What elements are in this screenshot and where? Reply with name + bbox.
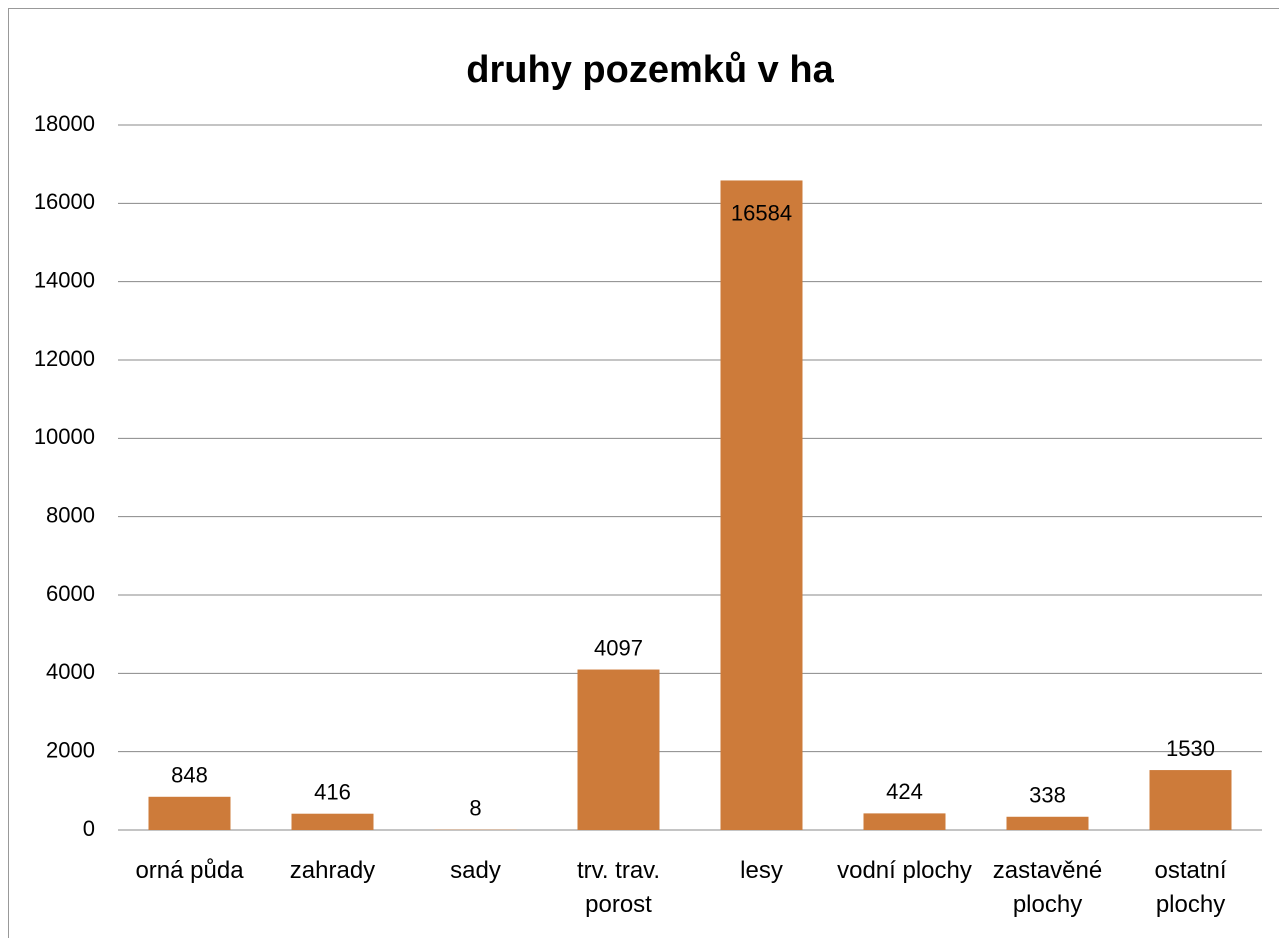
x-tick-label: sady: [450, 857, 501, 884]
chart-title: druhy pozemků v ha: [466, 49, 834, 91]
data-label: 16584: [731, 200, 792, 225]
data-label: 1530: [1166, 736, 1215, 761]
y-tick-label: 6000: [46, 581, 95, 606]
bar: [863, 813, 946, 830]
y-tick-label: 18000: [34, 111, 95, 136]
x-tick-label: zahrady: [289, 857, 376, 884]
y-tick-label: 4000: [46, 659, 95, 684]
x-tick-label: ostatní plochy: [1154, 857, 1227, 918]
y-tick-label: 8000: [46, 502, 95, 527]
y-tick-label: 12000: [34, 346, 95, 371]
y-tick-label: 14000: [34, 267, 95, 292]
y-tick-label: 16000: [34, 189, 95, 214]
x-tick-label: trv. trav. porost: [576, 857, 661, 918]
x-tick-label: orná půda: [135, 857, 244, 884]
x-tick-label: zastavěné plochy: [992, 857, 1103, 918]
data-label: 848: [171, 763, 208, 788]
data-label: 8: [469, 795, 481, 820]
data-label: 416: [314, 780, 351, 805]
y-tick-label: 2000: [46, 737, 95, 762]
bar: [1006, 816, 1089, 830]
x-tick-label: vodní plochy: [837, 857, 972, 884]
bar: [148, 796, 231, 830]
data-label: 424: [886, 779, 923, 804]
y-tick-label: 0: [83, 816, 95, 841]
bar: [291, 813, 374, 830]
data-label: 338: [1029, 783, 1066, 808]
chart-border: [8, 8, 1279, 938]
data-label: 4097: [594, 635, 643, 660]
bar: [720, 180, 803, 830]
y-tick-label: 10000: [34, 424, 95, 449]
x-tick-label: lesy: [740, 857, 783, 884]
bar: [1149, 770, 1232, 830]
bar: [577, 669, 660, 830]
